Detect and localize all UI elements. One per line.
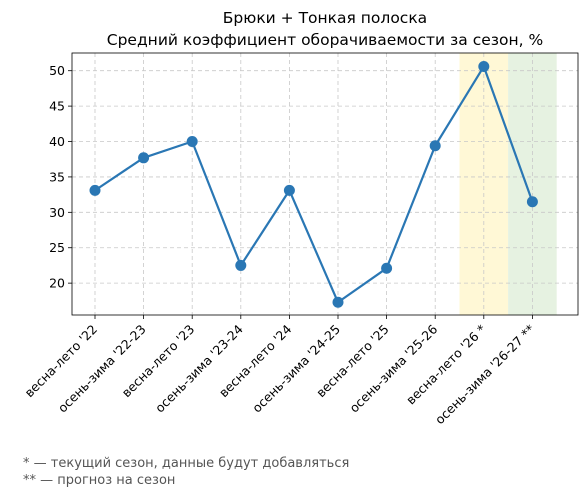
data-point-0 xyxy=(89,184,101,196)
x-tick-label-1: осень-зима '22-23 xyxy=(55,322,149,416)
note-current-season: * — текущий сезон, данные будут добавлят… xyxy=(23,456,350,471)
x-tick-label-9: осень-зима '26-27 ** xyxy=(432,322,538,428)
series-points xyxy=(89,60,538,308)
note-forecast: ** — прогноз на сезон xyxy=(23,473,176,488)
y-tick-label-4: 40 xyxy=(49,134,65,149)
season-highlights xyxy=(459,53,557,315)
x-tick-label-5: осень-зима '24-25 xyxy=(249,322,343,416)
x-tick-label-7: осень-зима '25-26 xyxy=(346,321,440,415)
data-point-5 xyxy=(332,296,344,308)
highlight-band-1 xyxy=(508,53,557,315)
data-point-6 xyxy=(381,262,393,274)
x-tick-label-3: осень-зима '23-24 xyxy=(152,321,246,415)
chart-title: Брюки + Тонкая полоска xyxy=(223,9,427,27)
grid xyxy=(72,53,578,315)
data-point-4 xyxy=(283,184,295,196)
data-point-9 xyxy=(526,196,538,208)
plot-frame xyxy=(71,52,579,316)
y-tick-label-2: 30 xyxy=(49,205,65,220)
y-tick-label-6: 50 xyxy=(49,63,65,78)
data-point-2 xyxy=(186,136,198,148)
data-point-8 xyxy=(478,60,490,72)
y-tick-label-5: 45 xyxy=(49,99,65,114)
y-tick-label-0: 20 xyxy=(49,276,65,291)
data-point-7 xyxy=(429,140,441,152)
data-point-1 xyxy=(138,152,150,164)
y-axis: 20 25 30 35 40 45 50 xyxy=(49,63,72,291)
y-tick-label-1: 25 xyxy=(49,240,65,255)
chart-subtitle: Средний коэффициент оборачиваемости за с… xyxy=(107,31,543,49)
y-tick-label-3: 35 xyxy=(49,169,65,184)
data-point-3 xyxy=(235,259,247,271)
series-line xyxy=(94,65,534,304)
